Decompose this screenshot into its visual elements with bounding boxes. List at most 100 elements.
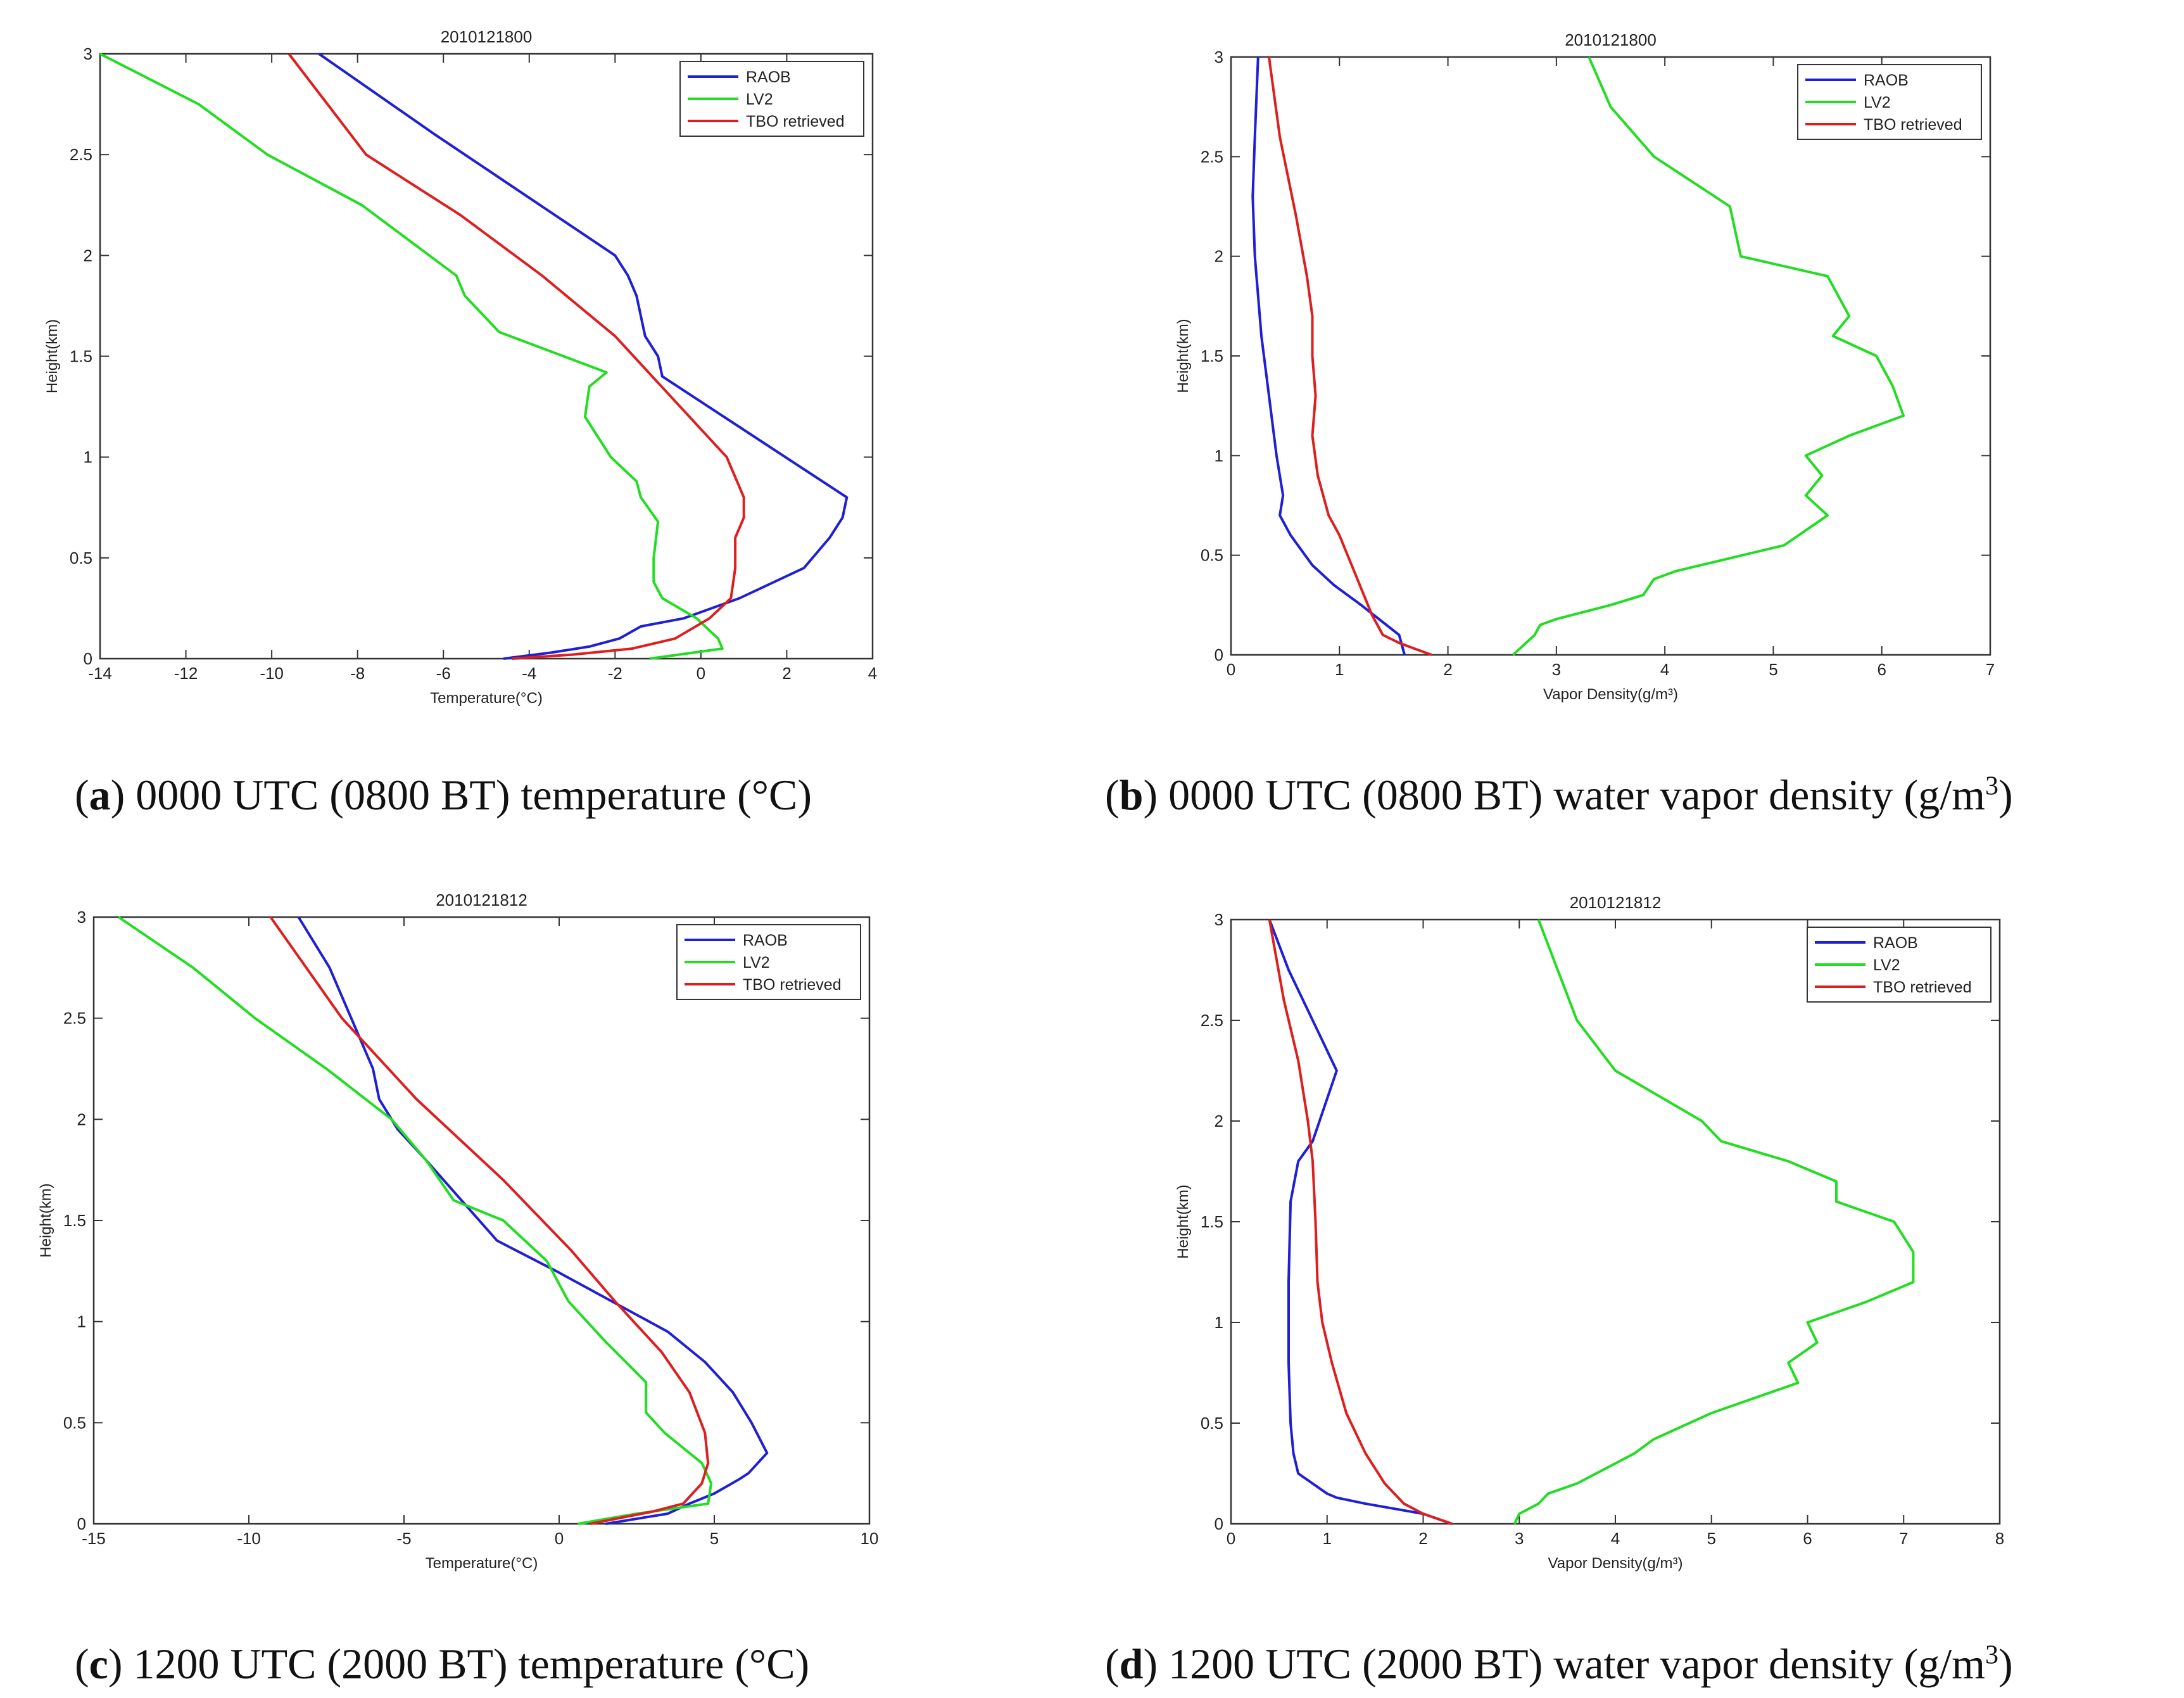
y-tick-label: 1 [1215,1313,1223,1332]
y-tick-label: 0.5 [70,548,92,567]
chart-title: 2010121812 [1570,893,1662,912]
series-line-tbo-retrieved [1268,56,1432,656]
x-tick-label: 6 [1803,1529,1812,1548]
x-tick-label: 1 [1323,1529,1332,1548]
y-tick-label: 2.5 [63,1009,86,1028]
x-tick-label: 4 [1611,1529,1620,1548]
y-axis-label: Height(km) [1175,319,1192,393]
chart-title: 2010121800 [441,27,533,46]
legend-label: LV2 [1864,94,1891,111]
caption-letter: b [1119,771,1144,819]
caption-letter: d [1119,1640,1144,1688]
y-axis-label: Height(km) [1175,1184,1192,1258]
caption-c: (c) 1200 UTC (2000 BT) temperature (°C) [75,1640,810,1688]
y-tick-label: 3 [77,908,86,927]
caption-tail: ) [1998,1640,2013,1688]
x-tick-label: 1 [1335,660,1344,679]
y-tick-label: 3 [1215,48,1223,67]
legend-label: TBO retrieved [1873,979,1972,996]
plot-frame [92,916,871,1525]
legend-label: TBO retrieved [1864,116,1962,134]
plot-frame [99,53,874,660]
series-line-lv2 [1512,56,1905,656]
y-tick-label: 2 [1215,247,1223,266]
x-axis-label: Vapor Density(g/m³) [1548,1555,1683,1572]
y-tick-label: 1.5 [63,1211,86,1230]
x-tick-label: 2 [1418,1529,1427,1548]
x-tick-label: 5 [1707,1529,1716,1548]
chart-panel-b: 2010121800 0 1 2 3 4 5 6 7 0 0.5 1 1.5 2 2.5 3 Vapor Den… [1175,30,1995,703]
legend-label: RAOB [1873,934,1918,952]
caption-letter: c [89,1640,108,1688]
chart-title: 2010121800 [1565,30,1657,49]
y-tick-label: 2.5 [1201,1011,1223,1030]
x-tick-label: -8 [350,664,365,683]
y-tick-label: 2.5 [1201,147,1223,166]
series-line-raob [297,916,769,1525]
y-tick-label: 0.5 [1201,1414,1223,1433]
x-tick-label: -15 [82,1529,106,1548]
caption-text: ) 0000 UTC (0800 BT) water vapor density… [1143,771,1986,819]
legend-label: TBO retrieved [743,976,842,994]
caption-a: (a) 0000 UTC (0800 BT) temperature (°C) [75,771,812,819]
y-tick-label: 0 [77,1514,86,1533]
series-line-raob [1268,919,1453,1525]
caption-text: ) 0000 UTC (0800 BT) temperature (°C) [110,771,812,819]
caption-d: (d) 1200 UTC (2000 BT) water vapor densi… [1105,1640,2013,1688]
x-tick-label: -10 [237,1529,261,1548]
caption-text: ) 1200 UTC (2000 BT) temperature (°C) [108,1640,810,1688]
y-tick-label: 0 [1215,645,1223,664]
series-line-lv2 [99,53,724,660]
legend-label: LV2 [1873,956,1900,974]
x-tick-label: 5 [710,1529,719,1548]
x-tick-label: -10 [260,664,284,683]
x-tick-label: 0 [1227,1529,1235,1548]
series-line-tbo-retrieved [269,916,710,1525]
series-line-raob [1251,56,1406,656]
y-tick-label: 1.5 [1201,346,1223,365]
x-tick-label: -12 [174,664,198,683]
series-line-lv2 [1513,919,1915,1524]
series-line-tbo-retrieved [287,53,745,660]
x-tick-label: 4 [1660,660,1669,679]
x-tick-label: 0 [697,664,705,683]
caption-superscript: 3 [1985,1640,1999,1670]
legend-label: RAOB [743,932,788,949]
y-tick-label: 3 [84,44,92,63]
x-tick-label: 10 [861,1529,879,1548]
y-tick-label: 3 [1215,910,1223,929]
y-tick-label: 1.5 [1201,1212,1223,1231]
y-tick-label: 2.5 [70,145,92,164]
x-tick-label: 0 [555,1529,564,1548]
caption-text: ) 1200 UTC (2000 BT) water vapor density… [1143,1640,1986,1688]
series-line-lv2 [118,916,713,1525]
y-tick-label: 1.5 [70,347,92,366]
chart-panel-d: 2010121812 0 1 2 3 4 5 6 7 8 0 0.5 1 1.5 2 2.5 3 Vapor De… [1175,893,2004,1572]
x-tick-label: 3 [1515,1529,1524,1548]
x-tick-label: 6 [1877,660,1886,679]
y-tick-label: 1 [1215,446,1223,465]
y-tick-label: 0.5 [63,1413,86,1432]
x-tick-label: 5 [1769,660,1777,679]
x-tick-label: 7 [1986,660,1995,679]
y-axis-label: Height(km) [44,319,61,393]
y-tick-label: 0 [84,649,92,668]
caption-superscript: 3 [1985,771,1999,801]
x-axis-label: Temperature(°C) [426,1555,538,1572]
x-tick-label: 2 [782,664,791,683]
x-tick-label: -6 [436,664,451,683]
y-tick-label: 2 [1215,1112,1223,1131]
x-tick-label: -5 [396,1529,411,1548]
y-tick-label: 0.5 [1201,546,1223,565]
y-tick-label: 2 [77,1110,86,1129]
legend-label: LV2 [746,91,773,108]
caption-letter: a [89,771,111,819]
x-tick-label: 2 [1443,660,1452,679]
chart-title: 2010121812 [436,890,527,909]
plot-frame [1230,918,2001,1525]
chart-panel-a: 2010121800 -14 -12 -10 -8 -6 -4 -2 0 2 4 0 0.5 1 1.5 2 2… [44,27,877,707]
chart-panel-c: 2010121812 -15 -10 -5 0 5 10 0 0.5 1 1.5 2 2.5 3 Tempe… [37,890,878,1572]
series-line-raob [318,53,849,660]
legend-label: LV2 [743,954,770,972]
